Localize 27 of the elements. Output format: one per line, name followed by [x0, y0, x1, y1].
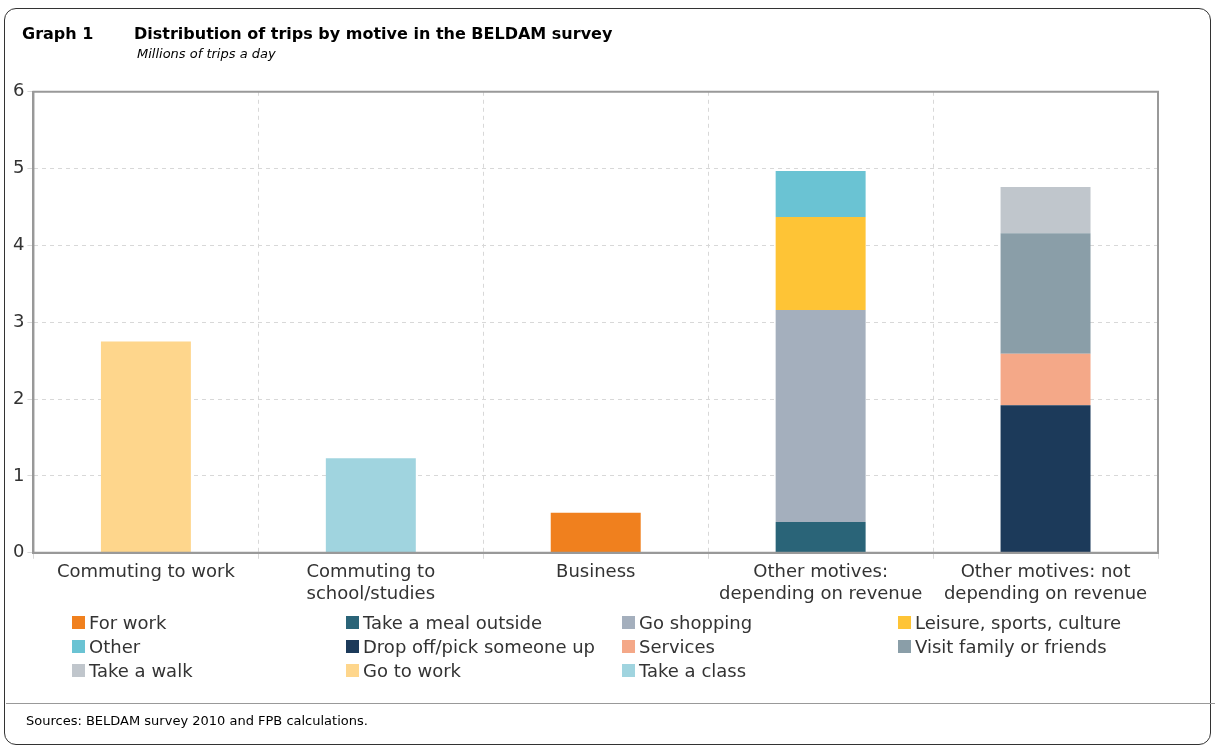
- legend-label: For work: [89, 612, 167, 633]
- legend-label: Leisure, sports, culture: [915, 612, 1122, 633]
- legend-label: Go shopping: [639, 612, 753, 633]
- legend-label: Go to work: [363, 660, 462, 681]
- legend-label: Take a class: [639, 660, 747, 681]
- y-tick-label: 2: [13, 386, 25, 408]
- legend-label: Services: [639, 636, 715, 657]
- legend-label: Other: [89, 636, 141, 657]
- chart-subtitle: Millions of trips a day: [137, 46, 276, 61]
- y-tick-label: 4: [13, 233, 25, 255]
- x-tick-label: Business: [556, 560, 636, 582]
- legend-label: Drop off/pick someone up: [363, 636, 596, 657]
- x-tick-label: Commuting to work: [56, 560, 236, 582]
- chart-title: Distribution of trips by motive in the BELDAM survey: [134, 24, 613, 43]
- caption: Graph 1: [22, 24, 95, 43]
- x-tick-label: Other motives: depending on revenue: [719, 560, 923, 603]
- x-tick-label: Commuting to school/studies: [306, 560, 436, 603]
- x-tick-label: Other motives: not depending on revenue: [943, 560, 1148, 603]
- source-note: Sources: BELDAM survey 2010 and FPB calculations.: [6, 703, 1215, 728]
- y-tick-label: 0: [13, 540, 25, 562]
- legend-label: Take a walk: [89, 660, 193, 681]
- y-tick-label: 1: [13, 463, 25, 485]
- y-tick-label: 3: [13, 309, 25, 331]
- legend-label: Visit family or friends: [915, 636, 1107, 657]
- y-tick-label: 6: [13, 79, 25, 101]
- legend-label: Take a meal outside: [363, 612, 543, 633]
- y-tick-label: 5: [13, 156, 25, 178]
